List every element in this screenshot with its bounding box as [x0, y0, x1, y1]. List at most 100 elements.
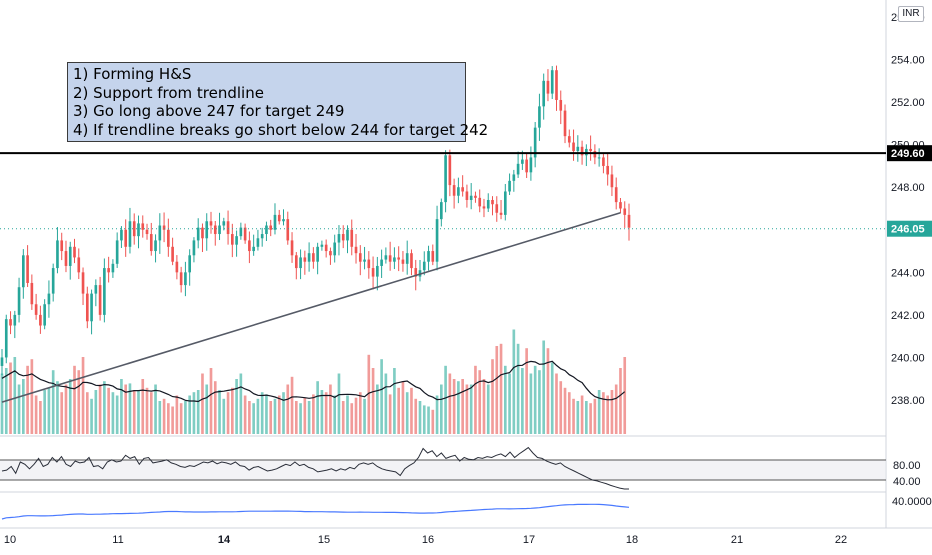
candle-body[interactable] [137, 223, 140, 237]
candle-body[interactable] [585, 148, 588, 156]
candle-body[interactable] [371, 268, 375, 277]
candle-body[interactable] [179, 272, 183, 286]
candle-body[interactable] [414, 268, 418, 277]
candle-body[interactable] [248, 240, 251, 252]
candle-body[interactable] [384, 255, 388, 260]
annotation-note[interactable]: 1) Forming H&S 2) Support from trendline… [67, 62, 488, 142]
candle-body[interactable] [222, 221, 226, 226]
candle-body[interactable] [559, 99, 563, 111]
candle-body[interactable] [602, 157, 605, 166]
candle-body[interactable] [196, 227, 200, 241]
candle-body[interactable] [376, 265, 379, 277]
candle-body[interactable] [290, 240, 294, 256]
price-axis[interactable]: 256.00254.00252.00250.00248.00246.00244.… [891, 12, 932, 508]
candle-body[interactable] [606, 165, 609, 175]
candle-body[interactable] [465, 191, 469, 200]
candle-body[interactable] [303, 257, 307, 262]
candle-body[interactable] [235, 236, 238, 245]
candle-body[interactable] [542, 80, 546, 107]
candle-body[interactable] [158, 225, 162, 241]
candle-body[interactable] [277, 214, 281, 222]
currency-badge[interactable]: INR [898, 6, 924, 22]
candle-body[interactable] [94, 285, 98, 294]
candle-body[interactable] [474, 195, 477, 198]
candle-body[interactable] [17, 287, 21, 315]
candle-body[interactable] [239, 227, 243, 237]
candle-body[interactable] [619, 202, 622, 209]
candle-body[interactable] [397, 257, 400, 260]
candle-body[interactable] [98, 285, 102, 315]
candle-body[interactable] [521, 159, 524, 164]
candle-body[interactable] [572, 142, 575, 152]
candle-body[interactable] [226, 221, 230, 235]
candle-body[interactable] [85, 293, 89, 322]
candle-body[interactable] [286, 219, 290, 241]
candle-body[interactable] [128, 221, 132, 247]
candle-body[interactable] [546, 80, 550, 94]
candle-body[interactable] [260, 234, 264, 239]
candle-body[interactable] [431, 251, 435, 262]
candle-body[interactable] [401, 259, 405, 264]
candle-body[interactable] [512, 174, 516, 181]
candle-body[interactable] [188, 255, 191, 273]
candle-body[interactable] [354, 246, 358, 254]
candle-body[interactable] [367, 259, 371, 269]
candle-body[interactable] [516, 163, 520, 175]
candle-body[interactable] [145, 229, 149, 235]
candle-body[interactable] [593, 151, 597, 158]
candle-body[interactable] [299, 257, 302, 269]
candle-body[interactable] [103, 268, 106, 315]
candle-body[interactable] [171, 246, 174, 262]
candle-body[interactable] [13, 314, 17, 326]
candle-body[interactable] [597, 157, 601, 159]
candle-body[interactable] [111, 263, 115, 273]
candle-body[interactable] [457, 187, 460, 196]
candle-body[interactable] [141, 223, 145, 230]
candle-body[interactable] [448, 155, 452, 186]
candle-body[interactable] [529, 157, 533, 173]
candle-body[interactable] [333, 242, 337, 256]
candle-body[interactable] [218, 225, 221, 235]
candle-body[interactable] [64, 251, 68, 266]
candle-body[interactable] [478, 197, 482, 207]
candle-body[interactable] [563, 110, 567, 137]
candle-body[interactable] [231, 234, 234, 245]
candle-body[interactable] [312, 253, 315, 262]
candle-body[interactable] [209, 221, 213, 226]
candle-body[interactable] [294, 255, 298, 269]
candle-body[interactable] [405, 253, 409, 264]
candle-body[interactable] [120, 229, 123, 241]
candle-body[interactable] [149, 234, 153, 252]
support-trendline[interactable] [1, 211, 621, 403]
candle-body[interactable] [132, 221, 136, 237]
candle-body[interactable] [525, 159, 528, 173]
candle-body[interactable] [580, 146, 584, 156]
candle-body[interactable] [393, 257, 396, 262]
candle-body[interactable] [324, 244, 328, 252]
candle-body[interactable] [444, 155, 447, 203]
candle-body[interactable] [162, 225, 166, 230]
candle-body[interactable] [77, 257, 81, 273]
candle-body[interactable] [508, 180, 511, 192]
candle-body[interactable] [39, 314, 42, 326]
candle-body[interactable] [34, 304, 38, 315]
candle-body[interactable] [422, 261, 426, 271]
candle-body[interactable] [192, 240, 196, 256]
candle-body[interactable] [307, 253, 311, 262]
candle-body[interactable] [47, 293, 51, 305]
candle-body[interactable] [329, 251, 332, 256]
candle-body[interactable] [43, 304, 46, 326]
candle-body[interactable] [252, 246, 255, 252]
candle-body[interactable] [388, 255, 392, 262]
candle-body[interactable] [9, 319, 12, 326]
candle-body[interactable] [265, 225, 268, 235]
candle-body[interactable] [482, 206, 486, 209]
candle-body[interactable] [0, 357, 4, 366]
candle-body[interactable] [282, 219, 285, 222]
candle-body[interactable] [533, 127, 537, 158]
candle-body[interactable] [341, 234, 345, 241]
candle-body[interactable] [320, 244, 324, 247]
candle-body[interactable] [550, 70, 554, 94]
candle-body[interactable] [154, 240, 157, 252]
time-axis[interactable]: 10 11 14 15 16 17 18 21 22 [4, 534, 847, 546]
